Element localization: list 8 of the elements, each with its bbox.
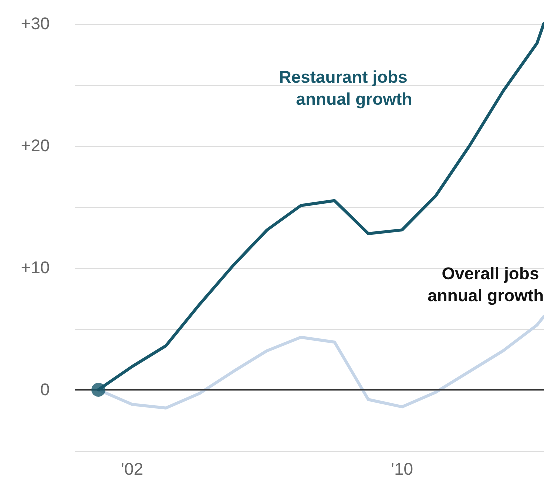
y-tick-label: 0: [40, 380, 50, 400]
y-tick-label: +10: [21, 258, 50, 278]
y-tick-label: +30: [21, 14, 50, 34]
x-tick-label: '02: [121, 460, 144, 479]
x-tick-label: '10: [391, 460, 414, 479]
y-tick-label: +20: [21, 136, 50, 156]
series-label: Overall jobs annual growth: [428, 264, 544, 306]
text: Restaurant jobs annual growth: [279, 68, 412, 110]
